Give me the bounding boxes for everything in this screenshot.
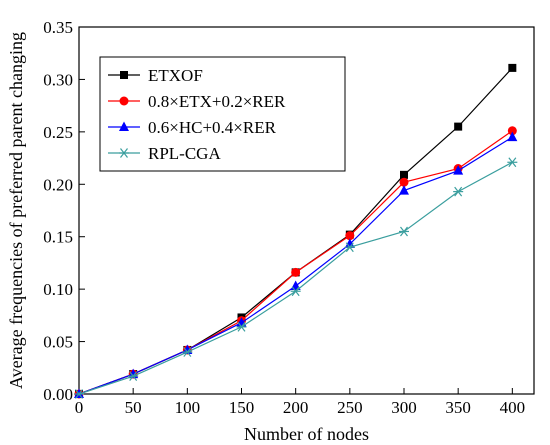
data-point <box>399 177 409 187</box>
plot-frame <box>78 26 535 395</box>
legend: ETXOF 0.8×ETX+0.2×RER 0.6×HC+0.4×RER RPL-CG… <box>99 56 346 172</box>
y-tick-label: 0.35 <box>43 18 73 37</box>
data-point <box>453 186 464 197</box>
data-point <box>119 121 129 131</box>
data-point <box>400 170 408 179</box>
data-point <box>454 122 463 131</box>
x-tick-label: 200 <box>283 398 309 417</box>
data-point <box>74 389 84 399</box>
data-point <box>119 96 129 106</box>
x-tick-label: 50 <box>125 398 142 417</box>
series-triangle <box>74 131 518 398</box>
series-line <box>78 161 513 395</box>
y-tick-label: 0.30 <box>43 70 73 89</box>
x-tick-label: 300 <box>391 398 417 417</box>
legend-label: ETXOF <box>148 66 203 85</box>
legend-item: 0.6×HC+0.4×RER <box>108 118 277 137</box>
data-point <box>399 226 409 237</box>
data-point <box>236 322 247 332</box>
data-point <box>128 371 139 382</box>
data-point <box>291 267 301 277</box>
series-star <box>74 157 518 399</box>
x-axis-title: Number of nodes <box>244 424 369 444</box>
legend-item: RPL-CGA <box>108 144 221 163</box>
data-point <box>344 242 355 253</box>
legend-label: 0.6×HC+0.4×RER <box>148 118 277 137</box>
y-tick-label: 0.25 <box>43 123 73 142</box>
data-point <box>508 63 517 72</box>
series-line <box>78 136 513 395</box>
legend-label: 0.8×ETX+0.2×RER <box>148 92 286 111</box>
y-tick-label: 0.05 <box>43 333 73 352</box>
x-tick-label: 250 <box>337 398 363 417</box>
axis-ticks: 0 50 100 150 200 250 300 350 400 0.00 0.05 0.10 0.15… <box>43 18 525 417</box>
y-tick-label: 0.20 <box>43 175 73 194</box>
data-point <box>344 238 355 249</box>
legend-item: 0.8×ETX+0.2×RER <box>108 92 286 111</box>
x-tick-label: 100 <box>175 398 201 417</box>
data-point <box>290 286 301 297</box>
legend-box <box>99 56 346 172</box>
data-point <box>399 185 409 195</box>
data-point <box>453 165 464 175</box>
x-tick-label: 350 <box>445 398 471 417</box>
data-point <box>345 231 355 241</box>
y-tick-label: 0.10 <box>43 280 73 299</box>
legend-item: ETXOF <box>108 66 203 85</box>
y-tick-label: 0.00 <box>43 385 73 404</box>
y-axis-title: Average frequencies of preferred parent … <box>6 32 26 389</box>
data-point <box>182 347 193 357</box>
y-tick-label: 0.15 <box>43 228 73 247</box>
data-point <box>507 157 518 168</box>
x-tick-label: 150 <box>229 398 255 417</box>
x-tick-label: 400 <box>500 398 526 417</box>
data-point <box>507 126 517 136</box>
series-layer <box>74 63 518 399</box>
x-tick-label: 0 <box>75 398 84 417</box>
data-point <box>507 131 518 142</box>
data-point <box>119 148 129 158</box>
data-point <box>120 71 128 79</box>
legend-label: RPL-CGA <box>148 144 221 163</box>
